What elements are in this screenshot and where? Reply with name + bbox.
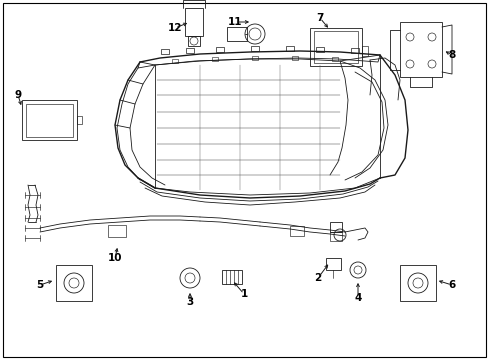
- Text: 1: 1: [240, 289, 247, 299]
- Bar: [315, 47, 324, 52]
- Bar: [187, 36, 200, 46]
- Bar: [222, 270, 242, 284]
- Bar: [313, 31, 357, 63]
- Bar: [77, 116, 82, 124]
- Bar: [172, 59, 178, 63]
- Bar: [251, 56, 258, 60]
- Text: 11: 11: [227, 17, 242, 27]
- Bar: [350, 48, 358, 53]
- Text: 12: 12: [167, 23, 182, 33]
- Bar: [184, 8, 203, 36]
- Bar: [325, 258, 340, 270]
- Bar: [26, 104, 73, 137]
- Bar: [289, 226, 304, 236]
- Bar: [56, 265, 92, 301]
- Bar: [285, 46, 293, 51]
- Text: 4: 4: [354, 293, 361, 303]
- Bar: [331, 57, 337, 61]
- Bar: [399, 265, 435, 301]
- Bar: [399, 22, 441, 77]
- Bar: [216, 47, 224, 52]
- Bar: [22, 100, 77, 140]
- Text: 8: 8: [447, 50, 455, 60]
- Bar: [250, 46, 259, 51]
- Bar: [291, 56, 297, 60]
- Text: 10: 10: [107, 253, 122, 263]
- Text: 2: 2: [314, 273, 321, 283]
- Bar: [161, 49, 169, 54]
- Text: 5: 5: [36, 280, 43, 290]
- Text: 3: 3: [186, 297, 193, 307]
- Bar: [226, 27, 246, 41]
- Text: 7: 7: [316, 13, 323, 23]
- Bar: [309, 28, 361, 66]
- Bar: [361, 46, 367, 56]
- Bar: [329, 222, 341, 232]
- Bar: [212, 57, 218, 61]
- Text: 9: 9: [15, 90, 21, 100]
- Bar: [185, 48, 194, 53]
- Bar: [329, 232, 341, 241]
- Text: 6: 6: [447, 280, 455, 290]
- Bar: [108, 225, 126, 237]
